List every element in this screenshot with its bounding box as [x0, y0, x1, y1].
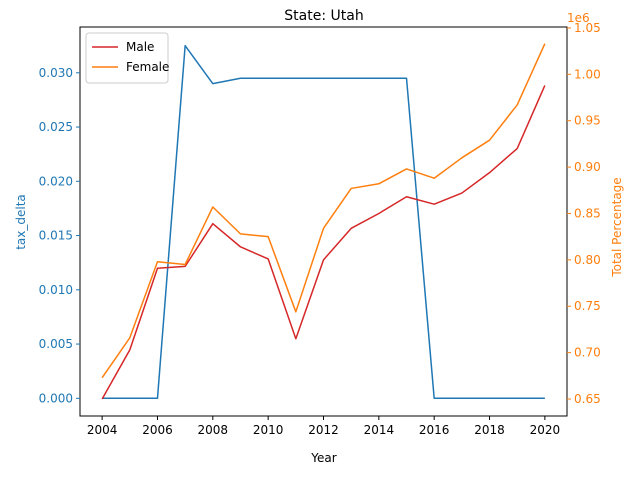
legend-label-male: Male — [126, 40, 154, 54]
right-tick-label: 0.90 — [574, 160, 601, 174]
left-tick-label: 0.000 — [39, 391, 73, 405]
right-axis-offset-label: 1e6 — [567, 11, 590, 25]
right-y-axis-label: Total Percentage — [610, 177, 624, 277]
x-tick-label: 2006 — [142, 423, 173, 437]
left-y-axis-label: tax_delta — [14, 194, 28, 250]
right-tick-label: 0.75 — [574, 299, 601, 313]
left-y-axis: 0.000 0.005 0.010 0.015 0.020 0.025 0.030 — [39, 66, 80, 405]
right-tick-label: 0.85 — [574, 206, 601, 220]
left-tick-label: 0.010 — [39, 283, 73, 297]
left-tick-label: 0.015 — [39, 229, 73, 243]
right-tick-label: 1.00 — [574, 67, 601, 81]
series-line-tax-delta — [102, 44, 545, 400]
x-tick-label: 2008 — [198, 423, 229, 437]
plot-frame — [79, 26, 568, 417]
x-tick-label: 2020 — [530, 423, 561, 437]
chart-title: State: Utah — [284, 8, 363, 24]
left-tick-label: 0.030 — [39, 66, 73, 80]
x-axis: 2004 2006 2008 2010 2012 2014 2016 2018 2020 — [87, 416, 560, 437]
x-axis-label: Year — [310, 451, 336, 465]
x-tick-label: 2004 — [87, 423, 118, 437]
legend-label-female: Female — [126, 60, 169, 74]
series-line-female — [101, 43, 546, 379]
legend: Male Female — [85, 32, 169, 84]
legend-box — [85, 32, 169, 84]
x-tick-label: 2012 — [308, 423, 339, 437]
x-tick-label: 2010 — [253, 423, 284, 437]
right-y-axis: 0.65 0.70 0.75 0.80 0.85 0.90 0.95 1.00 1.05 — [567, 21, 601, 406]
x-tick-label: 2016 — [419, 423, 450, 437]
right-tick-label: 0.95 — [574, 114, 601, 128]
right-tick-label: 0.65 — [574, 392, 601, 406]
x-tick-label: 2014 — [364, 423, 395, 437]
series-layer — [101, 43, 546, 400]
left-tick-label: 0.020 — [39, 174, 73, 188]
right-tick-label: 0.80 — [574, 253, 601, 267]
right-tick-label: 1.05 — [574, 21, 601, 35]
right-tick-label: 0.70 — [574, 346, 601, 360]
series-line-male — [101, 85, 546, 400]
left-tick-label: 0.005 — [39, 337, 73, 351]
left-tick-label: 0.025 — [39, 120, 73, 134]
x-tick-label: 2018 — [474, 423, 505, 437]
